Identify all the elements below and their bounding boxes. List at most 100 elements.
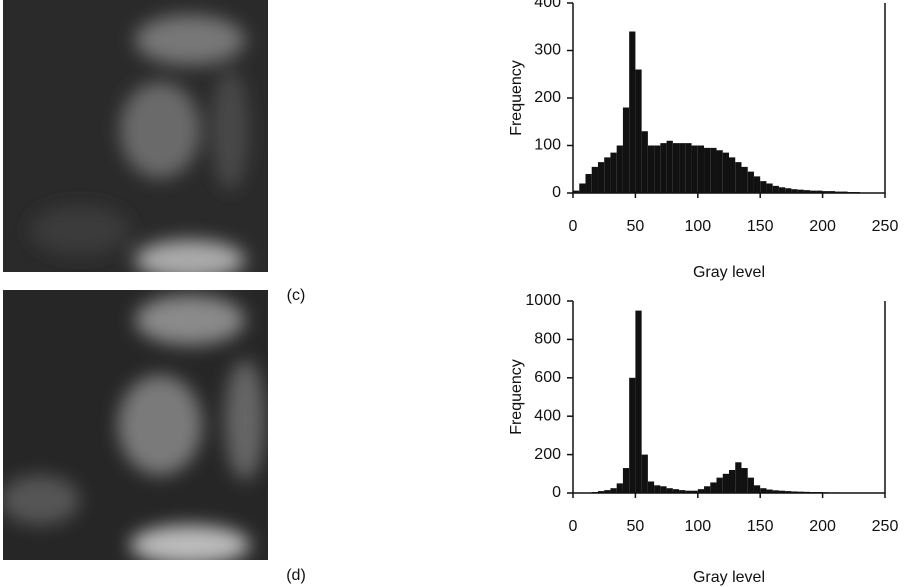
x-tick-label: 200 — [809, 218, 836, 235]
bar — [791, 491, 798, 493]
bar — [579, 183, 586, 193]
bar — [704, 147, 711, 193]
bar — [654, 145, 661, 193]
bar — [747, 171, 754, 193]
bar — [622, 468, 630, 493]
bar — [685, 490, 692, 493]
bar — [660, 486, 667, 493]
bar — [679, 490, 686, 493]
panel-label: (c) — [287, 287, 306, 304]
bar — [753, 176, 761, 193]
bar — [722, 152, 729, 193]
panel-label: (d) — [286, 567, 306, 584]
bar — [660, 143, 667, 193]
y-tick-label: 800 — [534, 331, 561, 348]
x-tick-label: 150 — [747, 518, 774, 535]
y-tick-label: 400 — [534, 407, 561, 424]
x-tick-label: 200 — [809, 518, 836, 535]
x-axis-label: Gray level — [693, 569, 765, 586]
bar — [647, 481, 655, 493]
bar — [610, 488, 617, 493]
bar — [803, 190, 811, 193]
x-tick-label: 0 — [569, 518, 578, 535]
bar — [741, 468, 748, 493]
y-tick-label: 200 — [534, 446, 561, 463]
bar — [622, 107, 630, 193]
bar — [641, 131, 648, 193]
bar — [710, 482, 717, 493]
x-tick-label: 250 — [872, 518, 899, 535]
bar — [647, 145, 655, 193]
y-tick-label: 100 — [534, 137, 561, 154]
bar — [585, 174, 592, 193]
axis-frame — [572, 301, 886, 494]
bar — [716, 477, 723, 493]
bar — [778, 187, 786, 193]
bar — [797, 189, 804, 193]
bar — [591, 166, 598, 193]
bar — [816, 190, 823, 193]
y-tick-label: 0 — [552, 184, 561, 201]
y-tick-label: 200 — [534, 89, 561, 106]
bar — [729, 157, 736, 193]
x-tick-label: 150 — [747, 218, 774, 235]
bar — [735, 162, 742, 193]
y-axis-label: Frequency — [508, 60, 525, 136]
bar — [604, 490, 611, 493]
x-tick-label: 50 — [627, 518, 645, 535]
bar — [629, 31, 636, 193]
bar — [716, 150, 723, 193]
bar — [666, 488, 673, 493]
bar — [785, 188, 792, 193]
bar — [735, 462, 742, 493]
photo-bottom — [3, 290, 268, 560]
bar — [573, 190, 580, 193]
bar — [672, 143, 680, 193]
y-tick-label: 0 — [552, 484, 561, 501]
x-tick-label: 250 — [872, 218, 899, 235]
bar — [822, 191, 829, 193]
bar — [635, 310, 642, 493]
x-tick-label: 100 — [684, 218, 711, 235]
x-tick-label: 0 — [569, 218, 578, 235]
bar — [604, 157, 611, 193]
bar — [641, 454, 648, 493]
bar — [710, 147, 717, 193]
bar — [597, 162, 605, 193]
bar — [729, 469, 736, 493]
bar — [791, 189, 798, 193]
bar — [666, 140, 673, 193]
bar — [616, 483, 623, 493]
bar — [679, 143, 686, 193]
bar — [772, 490, 779, 493]
bar — [766, 489, 773, 493]
x-tick-label: 50 — [627, 218, 645, 235]
bar — [760, 488, 767, 493]
bar — [691, 145, 698, 193]
bar — [741, 166, 748, 193]
bar — [697, 489, 705, 493]
bar — [828, 191, 836, 193]
bar — [597, 491, 605, 493]
bar — [766, 183, 773, 193]
bar — [685, 143, 692, 193]
bar — [616, 145, 623, 193]
bar — [785, 491, 792, 493]
y-tick-label: 300 — [534, 42, 561, 59]
bar — [747, 477, 754, 493]
photo-top — [3, 0, 268, 272]
y-axis-label: Frequency — [508, 359, 525, 435]
y-tick-label: 600 — [534, 369, 561, 386]
bar — [629, 377, 636, 493]
bar — [697, 145, 705, 193]
bar — [610, 152, 617, 193]
bar — [635, 69, 642, 193]
bar — [772, 185, 779, 193]
bar — [810, 190, 817, 193]
bar — [654, 485, 661, 493]
bar — [704, 486, 711, 493]
bar — [672, 489, 680, 493]
y-tick-label: 400 — [534, 0, 561, 11]
x-axis-label: Gray level — [693, 264, 765, 281]
